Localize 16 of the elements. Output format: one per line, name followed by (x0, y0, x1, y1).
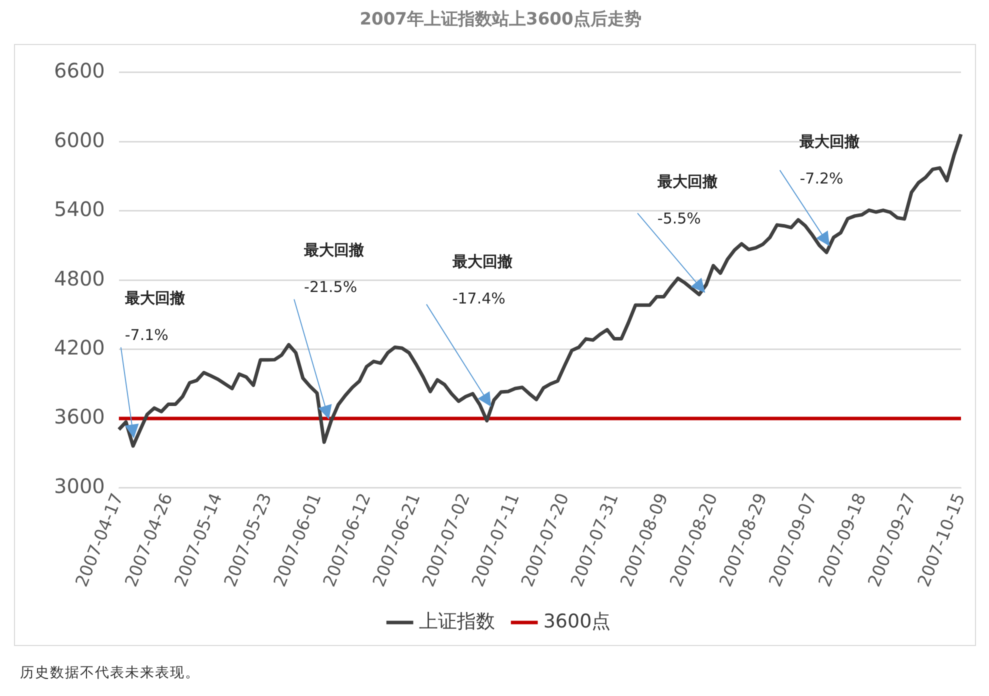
text: 最大回撤 -17.4% (452, 252, 512, 308)
legend-label: 3600点 (543, 610, 611, 632)
y-tick-label: 4200 (54, 336, 105, 360)
y-tick-label: 3600 (54, 404, 105, 429)
text: 最大回撤 -5.5% (657, 172, 718, 228)
text: 最大回撤 -7.1% (124, 289, 185, 344)
y-tick-label: 4800 (54, 266, 105, 290)
y-tick-label: 6000 (54, 128, 105, 152)
y-tick-label: 3000 (54, 474, 105, 498)
legend-label: 上证指数 (418, 610, 495, 632)
chart-title: 2007年上证指数站上3600点后走势 (360, 10, 642, 30)
text: 最大回撤 -21.5% (304, 241, 364, 296)
text: 历史数据不代表未来表现。 (20, 664, 200, 682)
text: 最大回撤 -7.2% (800, 132, 860, 188)
y-tick-label: 5400 (54, 197, 105, 222)
y-tick-label: 6600 (54, 58, 105, 83)
